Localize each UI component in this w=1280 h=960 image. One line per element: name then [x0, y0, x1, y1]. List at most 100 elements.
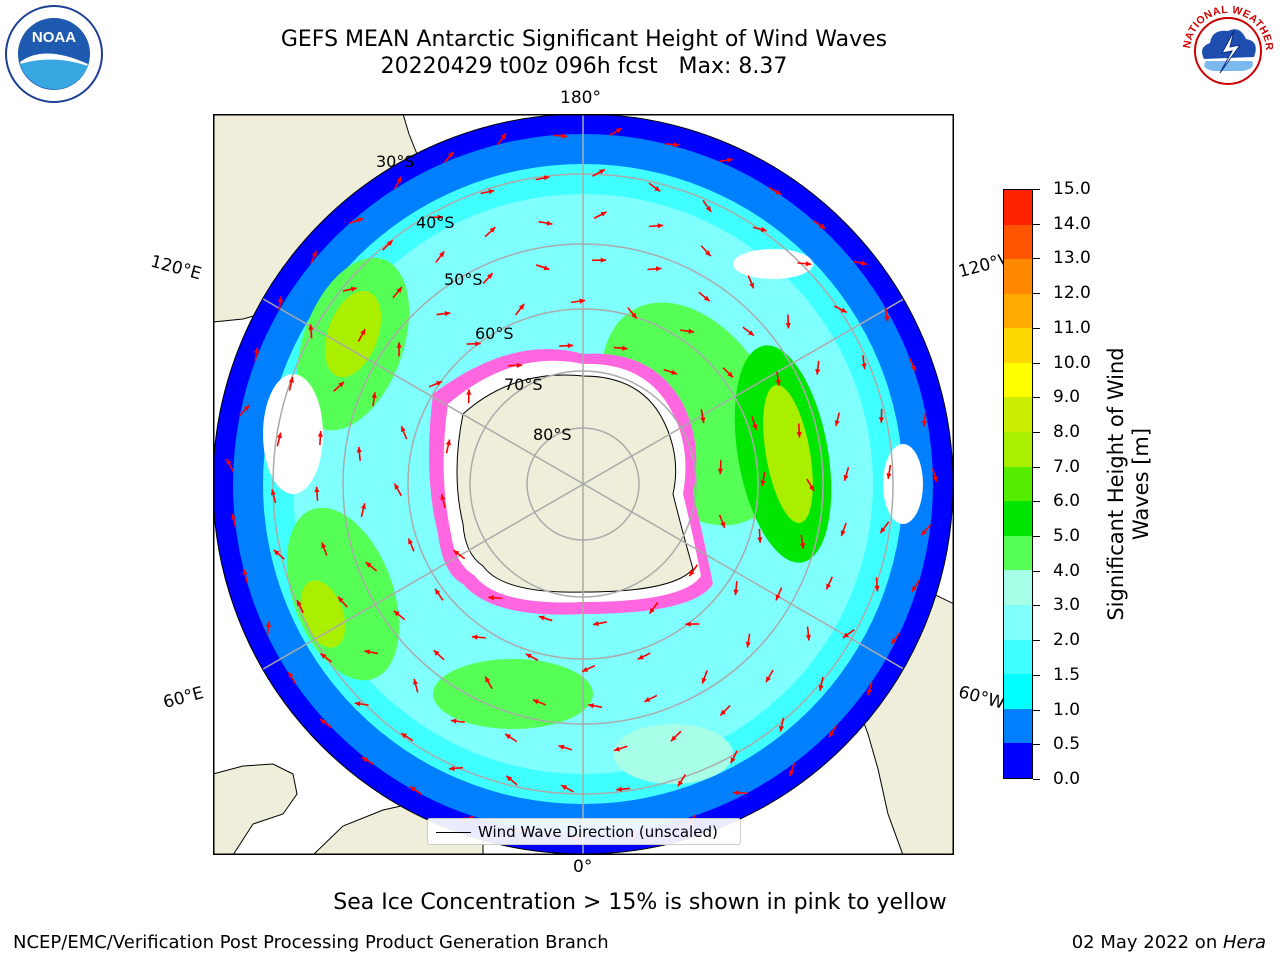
- wind-arrow-head: [438, 251, 445, 258]
- wind-arrow-head: [880, 527, 886, 534]
- wind-arrow-head: [445, 439, 451, 446]
- colorbar-tick-label: 5.0: [1053, 526, 1081, 547]
- sea-ice-caption: Sea Ice Concentration > 15% is shown in …: [333, 890, 947, 915]
- wind-arrow-head: [567, 343, 574, 349]
- footer-credit: NCEP/EMC/Verification Post Processing Pr…: [13, 932, 609, 953]
- wind-arrow-head: [226, 459, 232, 466]
- wind-arrow-head: [834, 420, 840, 427]
- wind-arrow-head: [396, 342, 402, 348]
- wind-arrow-head: [655, 266, 662, 272]
- wind-arrow-head: [365, 562, 372, 568]
- wind-arrow-head: [748, 330, 754, 336]
- map-legend: Wind Wave Direction (unscaled): [427, 818, 741, 845]
- colorbar-tick-mark: [1033, 640, 1040, 642]
- wind-arrow-head: [453, 550, 460, 556]
- colorbar-tick-mark: [1033, 397, 1040, 399]
- wind-arrow-head: [637, 654, 644, 660]
- colorbar-tick-label: 2.0: [1053, 630, 1081, 651]
- wind-arrow-head: [700, 417, 706, 424]
- wind-arrow-head: [861, 363, 867, 370]
- wind-arrow-head: [622, 345, 628, 351]
- wind-arrow-head: [317, 431, 323, 437]
- wind-arrow-head: [449, 765, 455, 772]
- colorbar-tick-mark: [1033, 223, 1040, 225]
- colorbar-segment: [1004, 743, 1032, 778]
- wind-arrow-head: [582, 666, 589, 672]
- wind-arrow-head: [254, 347, 260, 354]
- wind-wave-arrows: [225, 127, 938, 841]
- wind-arrow-head: [828, 731, 835, 738]
- wind-arrow-head: [437, 214, 444, 220]
- wind-arrow-head: [360, 503, 366, 510]
- wind-arrow-head: [911, 585, 918, 592]
- colorbar-tick-label: 14.0: [1053, 213, 1091, 234]
- wind-arrow-head: [308, 324, 314, 330]
- wind-arrow-head: [805, 634, 812, 641]
- wind-arrow-head: [598, 169, 605, 175]
- wind-arrow-head: [277, 296, 283, 303]
- colorbar-tick-mark: [1033, 189, 1040, 190]
- wind-arrow-head: [921, 529, 927, 536]
- colorbar-segment: [1004, 189, 1032, 225]
- wind-arrow-head: [874, 585, 880, 592]
- lon-label-0: 0°: [573, 857, 593, 877]
- wind-arrow-head: [932, 476, 938, 482]
- wind-arrow-head: [471, 634, 478, 640]
- colorbar-segment: [1004, 535, 1032, 571]
- wind-arrow-head: [485, 676, 491, 683]
- wind-arrow-head: [410, 786, 417, 792]
- colorbar-tick-label: 4.0: [1053, 560, 1081, 581]
- colorbar-tick-label: 6.0: [1053, 491, 1081, 512]
- colorbar-tick-label: 3.0: [1053, 595, 1081, 616]
- colorbar-segment: [1004, 570, 1032, 606]
- chart-subtitle: 20220429 t00z 096h fcst Max: 8.37: [380, 54, 788, 79]
- colorbar-segment: [1004, 708, 1032, 744]
- wind-arrow-head: [921, 420, 928, 427]
- lat-label-60s: 60°S: [475, 324, 514, 343]
- wind-arrow-head: [614, 746, 620, 752]
- colorbar-tick-mark: [1033, 674, 1040, 676]
- wind-arrow-head: [396, 287, 402, 293]
- wind-arrow-head: [891, 638, 897, 645]
- wind-arrow-head: [654, 186, 661, 192]
- wind-arrow-head: [518, 303, 525, 310]
- wind-arrow-head: [815, 369, 821, 375]
- wind-arrow-head: [765, 676, 771, 683]
- wind-arrow-head: [688, 328, 695, 334]
- wind-arrow-head: [732, 790, 739, 796]
- colorbar-title: Significant Height of Wind Waves [m]: [1104, 347, 1153, 621]
- wind-arrow-head: [809, 485, 815, 492]
- wind-arrow-head: [760, 226, 767, 232]
- colorbar-segment: [1004, 501, 1032, 536]
- colorbar-tick-mark: [1033, 536, 1040, 538]
- wind-arrow-head: [356, 446, 362, 453]
- colorbar-tick-mark: [1033, 744, 1040, 746]
- footer-date: 02 May 2022 on Hera: [1072, 932, 1266, 953]
- wind-arrow-head: [760, 480, 766, 486]
- wind-arrow-head: [840, 307, 847, 313]
- wind-arrow-head: [413, 678, 419, 685]
- wind-arrow-head: [867, 689, 873, 696]
- wind-arrow-head: [805, 261, 812, 267]
- wind-arrow-head: [357, 217, 364, 223]
- wind-arrow-head: [546, 220, 553, 226]
- wind-arrow-head: [733, 589, 739, 596]
- wind-arrow-head: [288, 672, 294, 679]
- lon-label-180: 180°: [560, 88, 601, 108]
- lat-label-30s: 30°S: [376, 152, 415, 171]
- colorbar-segment: [1004, 639, 1032, 675]
- wind-arrow-head: [243, 405, 250, 411]
- colorbar-tick-mark: [1033, 431, 1040, 433]
- wind-arrow-head: [488, 595, 494, 601]
- colorbar-tick-label: 0.5: [1053, 734, 1081, 755]
- wind-arrow-head: [826, 583, 832, 590]
- wind-arrow-head: [242, 569, 248, 576]
- wind-arrow-head: [726, 157, 733, 163]
- wind-arrow-head: [321, 542, 327, 549]
- wind-arrow-head: [487, 273, 493, 279]
- colorbar-segment: [1004, 362, 1032, 398]
- colorbar-tick-label: 11.0: [1053, 317, 1091, 338]
- wind-arrow-head: [466, 389, 472, 395]
- wind-arrow-head: [843, 474, 849, 481]
- lat-label-70s: 70°S: [504, 375, 543, 394]
